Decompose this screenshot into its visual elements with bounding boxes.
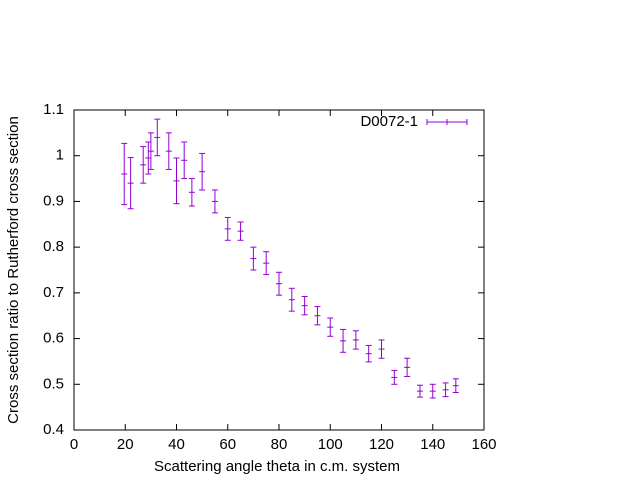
x-tick-label: 160	[471, 436, 496, 453]
legend-label: D0072-1	[360, 113, 418, 130]
y-tick-label: 1	[56, 147, 64, 164]
x-tick-label: 120	[369, 436, 394, 453]
y-tick-label: 0.5	[43, 375, 64, 392]
y-axis-title: Cross section ratio to Rutherford cross …	[5, 116, 22, 424]
y-tick-label: 0.7	[43, 284, 64, 301]
x-tick-label: 60	[219, 436, 236, 453]
x-tick-label: 20	[117, 436, 134, 453]
y-tick-label: 1.1	[43, 101, 64, 118]
x-tick-label: 100	[318, 436, 343, 453]
y-tick-label: 0.9	[43, 192, 64, 209]
x-tick-label: 80	[271, 436, 288, 453]
x-axis-title: Scattering angle theta in c.m. system	[154, 458, 400, 475]
y-tick-label: 0.6	[43, 330, 64, 347]
x-tick-label: 40	[168, 436, 185, 453]
y-tick-label: 0.4	[43, 421, 64, 438]
plot-border	[73, 109, 485, 431]
x-tick-label: 140	[420, 436, 445, 453]
y-tick-label: 0.8	[43, 238, 64, 255]
x-tick-label: 0	[70, 436, 78, 453]
